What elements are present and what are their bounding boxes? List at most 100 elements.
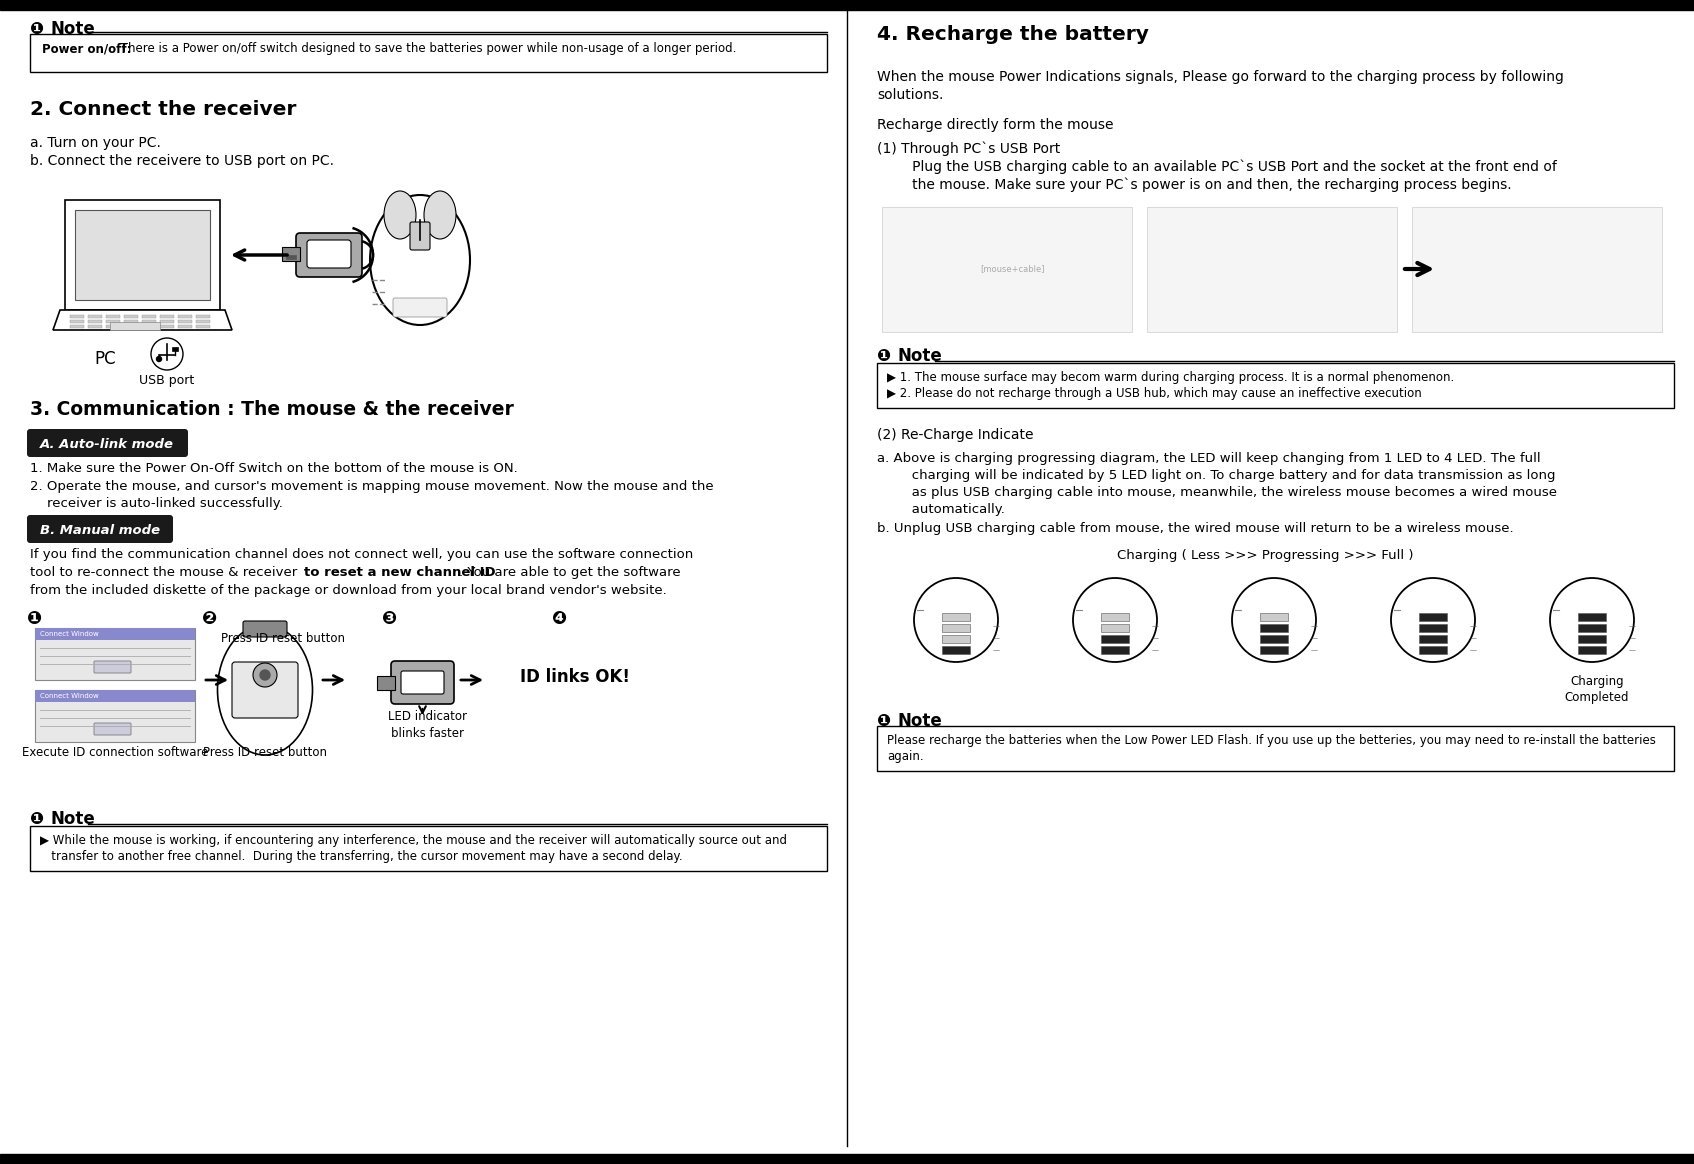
Bar: [36, 629, 195, 640]
Text: Note: Note: [51, 810, 95, 828]
Bar: [0, 1154, 1694, 1164]
Text: ❶: ❶: [877, 712, 891, 730]
Bar: [159, 315, 174, 318]
Text: Press ID reset button: Press ID reset button: [203, 746, 327, 759]
Bar: [107, 315, 120, 318]
Bar: [0, 0, 1694, 10]
Circle shape: [1072, 579, 1157, 662]
Text: a. Above is charging progressing diagram, the LED will keep changing from 1 LED : a. Above is charging progressing diagram…: [877, 452, 1540, 464]
Text: ❶: ❶: [27, 610, 42, 629]
Text: ❷: ❷: [202, 610, 217, 629]
Bar: [142, 320, 156, 322]
FancyBboxPatch shape: [27, 514, 173, 542]
Text: If you find the communication channel does not connect well, you can use the sof: If you find the communication channel do…: [30, 548, 693, 561]
Text: ❶: ❶: [30, 20, 44, 38]
Text: Recharge directly form the mouse: Recharge directly form the mouse: [877, 118, 1113, 132]
Circle shape: [1550, 579, 1635, 662]
Text: (2) Re-Charge Indicate: (2) Re-Charge Indicate: [877, 428, 1033, 442]
Text: Connect Window: Connect Window: [41, 693, 98, 700]
Text: 1. Make sure the Power On-Off Switch on the bottom of the mouse is ON.: 1. Make sure the Power On-Off Switch on …: [30, 462, 518, 475]
Bar: [36, 690, 195, 702]
Bar: [142, 325, 156, 328]
Bar: [942, 636, 971, 643]
Bar: [178, 320, 191, 322]
Text: —: —: [1311, 647, 1318, 653]
Bar: [1260, 624, 1287, 632]
Text: —: —: [1470, 647, 1477, 653]
Text: ▶ While the mouse is working, if encountering any interference, the mouse and th: ▶ While the mouse is working, if encount…: [41, 833, 788, 847]
Text: b. Connect the receivere to USB port on PC.: b. Connect the receivere to USB port on …: [30, 154, 334, 168]
Bar: [159, 325, 174, 328]
Bar: [942, 613, 971, 622]
Bar: [75, 210, 210, 300]
Bar: [1420, 624, 1447, 632]
Text: receiver is auto-linked successfully.: receiver is auto-linked successfully.: [30, 497, 283, 510]
Text: —: —: [1630, 623, 1636, 629]
Text: When the mouse Power Indications signals, Please go forward to the charging proc: When the mouse Power Indications signals…: [877, 70, 1564, 84]
Text: Press ID reset button: Press ID reset button: [220, 632, 346, 645]
FancyBboxPatch shape: [410, 222, 430, 250]
Bar: [877, 363, 1674, 409]
Ellipse shape: [369, 196, 469, 325]
Text: —: —: [1470, 623, 1477, 629]
Text: 3. Communication : The mouse & the receiver: 3. Communication : The mouse & the recei…: [30, 400, 513, 419]
Bar: [942, 624, 971, 632]
Text: 2. Connect the receiver: 2. Connect the receiver: [30, 100, 296, 119]
Bar: [107, 320, 120, 322]
Bar: [159, 320, 174, 322]
Bar: [36, 629, 195, 680]
Circle shape: [156, 356, 161, 362]
Text: 4: 4: [1655, 1156, 1664, 1164]
FancyBboxPatch shape: [242, 622, 286, 637]
FancyBboxPatch shape: [401, 670, 444, 694]
Text: to reset a new channel ID: to reset a new channel ID: [303, 566, 496, 579]
Bar: [286, 255, 296, 260]
Bar: [197, 315, 210, 318]
Text: from the included diskette of the package or download from your local brand vend: from the included diskette of the packag…: [30, 584, 667, 597]
Bar: [1579, 613, 1606, 622]
Bar: [124, 315, 137, 318]
Bar: [1101, 613, 1128, 622]
FancyBboxPatch shape: [307, 240, 351, 268]
Text: LED indicator
blinks faster: LED indicator blinks faster: [388, 710, 468, 740]
Bar: [1579, 636, 1606, 643]
Text: —: —: [1152, 647, 1159, 653]
Bar: [30, 826, 827, 871]
Text: —: —: [993, 647, 999, 653]
Text: ▶ 1. The mouse surface may becom warm during charging process. It is a normal ph: ▶ 1. The mouse surface may becom warm du…: [888, 371, 1453, 384]
Circle shape: [1232, 579, 1316, 662]
Text: as plus USB charging cable into mouse, meanwhile, the wireless mouse becomes a w: as plus USB charging cable into mouse, m…: [900, 487, 1557, 499]
Bar: [69, 320, 85, 322]
Bar: [88, 325, 102, 328]
FancyBboxPatch shape: [391, 661, 454, 704]
Bar: [1260, 636, 1287, 643]
Bar: [69, 315, 85, 318]
Bar: [64, 200, 220, 310]
Text: charging will be indicated by 5 LED light on. To charge battery and for data tra: charging will be indicated by 5 LED ligh…: [900, 469, 1555, 482]
Text: ❶: ❶: [30, 810, 44, 828]
Text: ▶ 2. Please do not recharge through a USB hub, which may cause an ineffective ex: ▶ 2. Please do not recharge through a US…: [888, 386, 1421, 400]
Bar: [883, 207, 1132, 332]
Text: —: —: [1311, 636, 1318, 641]
Bar: [110, 322, 159, 331]
Text: tool to re-connect the mouse & receiver: tool to re-connect the mouse & receiver: [30, 566, 302, 579]
Bar: [1420, 646, 1447, 654]
FancyBboxPatch shape: [393, 298, 447, 317]
Text: the mouse. Make sure your PC`s power is on and then, the recharging process begi: the mouse. Make sure your PC`s power is …: [900, 178, 1511, 192]
Bar: [877, 726, 1674, 771]
Text: PC: PC: [95, 350, 115, 368]
Bar: [107, 325, 120, 328]
Ellipse shape: [385, 191, 417, 239]
Bar: [1413, 207, 1662, 332]
Text: [mouse+cable]: [mouse+cable]: [979, 264, 1044, 274]
Text: 2. Operate the mouse, and cursor's movement is mapping mouse movement. Now the m: 2. Operate the mouse, and cursor's movem…: [30, 480, 713, 494]
Bar: [1579, 646, 1606, 654]
Text: USB port: USB port: [139, 374, 195, 386]
Text: again.: again.: [888, 750, 923, 762]
Text: ID links OK!: ID links OK!: [520, 668, 630, 686]
Text: —: —: [1630, 636, 1636, 641]
Text: —: —: [1152, 623, 1159, 629]
Text: ❸: ❸: [383, 610, 398, 629]
Text: Charging
Completed: Charging Completed: [1565, 675, 1630, 704]
Text: —: —: [993, 636, 999, 641]
